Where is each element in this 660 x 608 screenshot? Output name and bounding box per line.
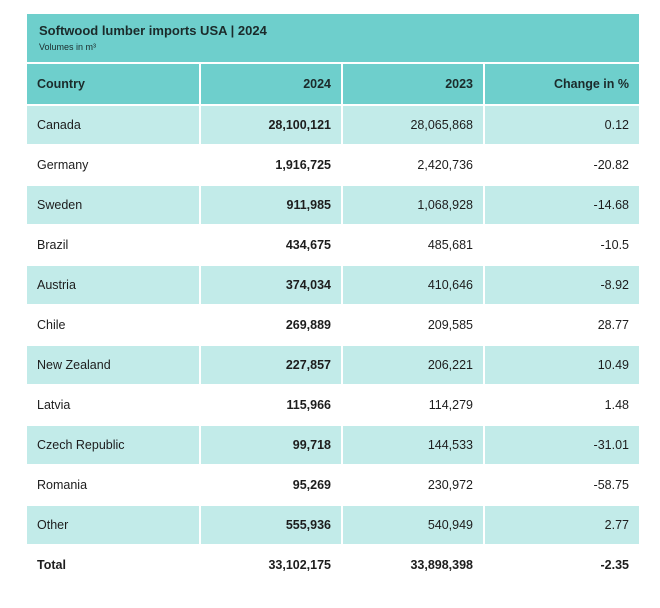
value-2024-cell: 227,857 xyxy=(201,344,343,384)
table-row: Chile 269,889 209,585 28.77 xyxy=(27,304,639,344)
change-cell: -58.75 xyxy=(485,464,639,504)
country-cell: Latvia xyxy=(27,384,201,424)
country-cell: Germany xyxy=(27,144,201,184)
column-header-2023: 2023 xyxy=(343,64,485,104)
table-row: Canada 28,100,121 28,065,868 0.12 xyxy=(27,104,639,144)
change-cell: 2.77 xyxy=(485,504,639,544)
column-header-change: Change in % xyxy=(485,64,639,104)
change-cell: -14.68 xyxy=(485,184,639,224)
change-cell: -2.35 xyxy=(485,544,639,584)
change-cell: 1.48 xyxy=(485,384,639,424)
imports-table: Country 2024 2023 Change in % Canada 28,1… xyxy=(27,64,639,584)
table-row: Austria 374,034 410,646 -8.92 xyxy=(27,264,639,304)
value-2024-cell: 374,034 xyxy=(201,264,343,304)
value-2024-cell: 33,102,175 xyxy=(201,544,343,584)
value-2023-cell: 2,420,736 xyxy=(343,144,485,184)
change-cell: 10.49 xyxy=(485,344,639,384)
value-2024-cell: 911,985 xyxy=(201,184,343,224)
value-2024-cell: 115,966 xyxy=(201,384,343,424)
value-2024-cell: 95,269 xyxy=(201,464,343,504)
value-2024-cell: 28,100,121 xyxy=(201,104,343,144)
value-2023-cell: 410,646 xyxy=(343,264,485,304)
country-cell: Austria xyxy=(27,264,201,304)
table-subtitle: Volumes in m³ xyxy=(39,42,97,52)
change-cell: 0.12 xyxy=(485,104,639,144)
value-2023-cell: 114,279 xyxy=(343,384,485,424)
table-row: Brazil 434,675 485,681 -10.5 xyxy=(27,224,639,264)
total-row: Total 33,102,175 33,898,398 -2.35 xyxy=(27,544,639,584)
country-cell: Czech Republic xyxy=(27,424,201,464)
country-cell: Canada xyxy=(27,104,201,144)
table-row: New Zealand 227,857 206,221 10.49 xyxy=(27,344,639,384)
value-2023-cell: 28,065,868 xyxy=(343,104,485,144)
table-row: Latvia 115,966 114,279 1.48 xyxy=(27,384,639,424)
country-cell: New Zealand xyxy=(27,344,201,384)
table-widget: Softwood lumber imports USA | 2024 Volum… xyxy=(27,14,639,584)
table-row: Czech Republic 99,718 144,533 -31.01 xyxy=(27,424,639,464)
column-header-2024: 2024 xyxy=(201,64,343,104)
country-cell: Other xyxy=(27,504,201,544)
value-2024-cell: 269,889 xyxy=(201,304,343,344)
country-cell: Sweden xyxy=(27,184,201,224)
value-2023-cell: 206,221 xyxy=(343,344,485,384)
value-2023-cell: 230,972 xyxy=(343,464,485,504)
value-2023-cell: 540,949 xyxy=(343,504,485,544)
value-2024-cell: 434,675 xyxy=(201,224,343,264)
change-cell: -10.5 xyxy=(485,224,639,264)
country-cell: Chile xyxy=(27,304,201,344)
change-cell: -20.82 xyxy=(485,144,639,184)
header-row: Country 2024 2023 Change in % xyxy=(27,64,639,104)
country-cell: Brazil xyxy=(27,224,201,264)
table-row: Sweden 911,985 1,068,928 -14.68 xyxy=(27,184,639,224)
value-2023-cell: 144,533 xyxy=(343,424,485,464)
value-2023-cell: 209,585 xyxy=(343,304,485,344)
change-cell: -31.01 xyxy=(485,424,639,464)
value-2023-cell: 33,898,398 xyxy=(343,544,485,584)
value-2024-cell: 555,936 xyxy=(201,504,343,544)
table-row: Other 555,936 540,949 2.77 xyxy=(27,504,639,544)
table-title: Softwood lumber imports USA | 2024 xyxy=(39,23,267,38)
table-body: Canada 28,100,121 28,065,868 0.12 Germany 1,9… xyxy=(27,104,639,584)
title-bar: Softwood lumber imports USA | 2024 Volum… xyxy=(27,14,639,62)
country-cell: Romania xyxy=(27,464,201,504)
value-2024-cell: 1,916,725 xyxy=(201,144,343,184)
value-2024-cell: 99,718 xyxy=(201,424,343,464)
column-header-country: Country xyxy=(27,64,201,104)
country-cell: Total xyxy=(27,544,201,584)
table-row: Germany 1,916,725 2,420,736 -20.82 xyxy=(27,144,639,184)
value-2023-cell: 485,681 xyxy=(343,224,485,264)
change-cell: -8.92 xyxy=(485,264,639,304)
value-2023-cell: 1,068,928 xyxy=(343,184,485,224)
table-row: Romania 95,269 230,972 -58.75 xyxy=(27,464,639,504)
change-cell: 28.77 xyxy=(485,304,639,344)
